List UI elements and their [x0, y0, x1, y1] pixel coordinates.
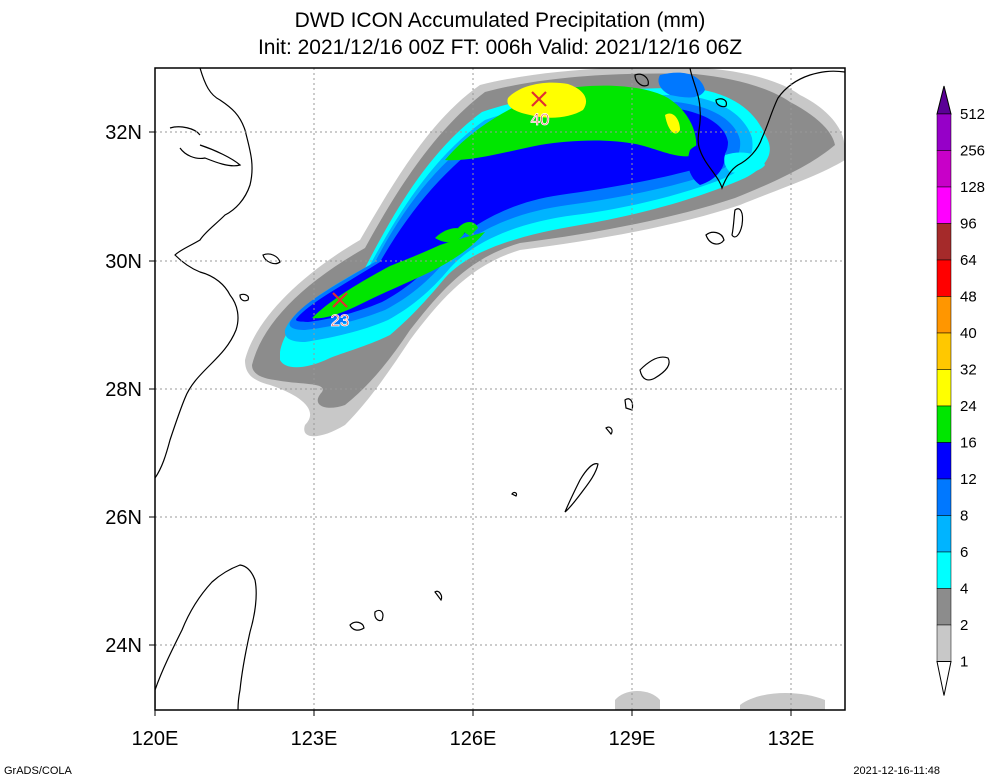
amami-oshima	[639, 356, 670, 381]
lon-label: 132E	[768, 728, 815, 750]
china-inlet-2	[169, 126, 201, 136]
colorbar-label: 48	[960, 289, 977, 306]
footer-timestamp: 2021-12-16-11:48	[853, 765, 940, 777]
sakishima-2	[374, 609, 384, 622]
colorbar-segment	[936, 186, 952, 224]
marker-value: 23	[331, 311, 350, 330]
colorbar-segment	[936, 113, 952, 151]
island-1	[262, 253, 281, 265]
colorbar-segment	[936, 442, 952, 480]
yakushima	[705, 231, 725, 245]
colorbar-segment	[936, 515, 952, 553]
japan-island-north	[634, 73, 649, 87]
map-title: DWD ICON Accumulated Precipitation (mm)	[294, 9, 706, 32]
precip-patch-1mm-southeast	[740, 693, 825, 710]
china-coastline-inlet	[179, 144, 242, 167]
island-2	[239, 293, 250, 302]
gridlines	[155, 68, 845, 710]
colorbar-label: 2	[960, 617, 968, 634]
colorbar-label: 256	[960, 143, 985, 160]
map-subtitle: Init: 2021/12/16 00Z FT: 006h Valid: 202…	[257, 36, 743, 59]
colorbar-label: 512	[960, 106, 985, 123]
max-marker-23: 23	[330, 292, 350, 330]
lat-label: 26N	[105, 507, 142, 529]
china-coastline	[155, 68, 253, 479]
colorbar-segment	[936, 478, 952, 516]
colorbar-segment	[936, 223, 952, 261]
lon-label: 120E	[132, 728, 179, 750]
colorbar-label: 12	[960, 471, 977, 488]
axis-ticks	[149, 131, 792, 716]
colorbar-bottom-arrow	[936, 661, 952, 696]
precip-band-24mm	[507, 82, 587, 118]
footer-credit: GrADS/COLA	[4, 765, 73, 777]
precip-band-16mm-south	[312, 232, 485, 319]
okinawa-islet	[511, 491, 518, 497]
lat-label: 32N	[105, 122, 142, 144]
colorbar-segment	[936, 405, 952, 443]
colorbar-label: 96	[960, 216, 977, 233]
japan-kyushu-coastline	[689, 68, 845, 190]
colorbar-label: 24	[960, 398, 977, 415]
precip-patch-16mm	[435, 228, 465, 243]
precip-patch-24mm	[665, 113, 680, 134]
colorbar-segment	[936, 624, 952, 662]
colorbar-label: 6	[960, 544, 968, 561]
colorbar-segment	[936, 551, 952, 589]
precip-patch-16mm-2	[458, 222, 478, 236]
sakishima-1	[349, 621, 365, 631]
colorbar-segment	[936, 588, 952, 626]
island-tokuno	[624, 398, 634, 411]
precipitation-field	[245, 68, 845, 710]
colorbar-segment	[936, 332, 952, 370]
japan-west-islands	[715, 98, 727, 108]
island-okino	[605, 426, 613, 435]
lon-label: 126E	[450, 728, 497, 750]
colorbar-label: 32	[960, 362, 977, 379]
lon-axis-labels: 120E 123E 126E 129E 132E	[132, 728, 815, 750]
lon-label: 129E	[609, 728, 656, 750]
colorbar-label: 128	[960, 179, 985, 196]
colorbar-segment	[936, 259, 952, 297]
lat-axis-labels: 32N 30N 28N 26N 24N	[105, 122, 142, 657]
colorbar-label: 8	[960, 508, 968, 525]
marker-value: 40	[531, 110, 550, 129]
colorbar-top-arrow	[936, 85, 952, 115]
colorbar-label: 64	[960, 252, 977, 269]
precip-coastal-12mm	[688, 143, 725, 185]
colorbar-label: 1	[960, 654, 968, 671]
lon-label: 123E	[291, 728, 338, 750]
max-marker-40: 40	[530, 91, 550, 129]
colorbar-segment	[936, 369, 952, 407]
lat-label: 24N	[105, 635, 142, 657]
precip-patch-1mm-south	[615, 691, 660, 710]
colorbar-segment	[936, 150, 952, 188]
lat-label: 30N	[105, 251, 142, 273]
taiwan-coastline	[155, 564, 257, 710]
tanegashima	[731, 208, 744, 238]
coastlines	[155, 68, 845, 710]
colorbar-label: 4	[960, 581, 968, 598]
colorbar-label: 40	[960, 325, 977, 342]
colorbar-segment	[936, 296, 952, 334]
lat-label: 28N	[105, 379, 142, 401]
precip-band-16mm-north	[445, 85, 697, 161]
colorbar-label: 16	[960, 435, 977, 452]
sakishima-3	[434, 590, 443, 602]
okinawa-coastline	[564, 463, 599, 513]
